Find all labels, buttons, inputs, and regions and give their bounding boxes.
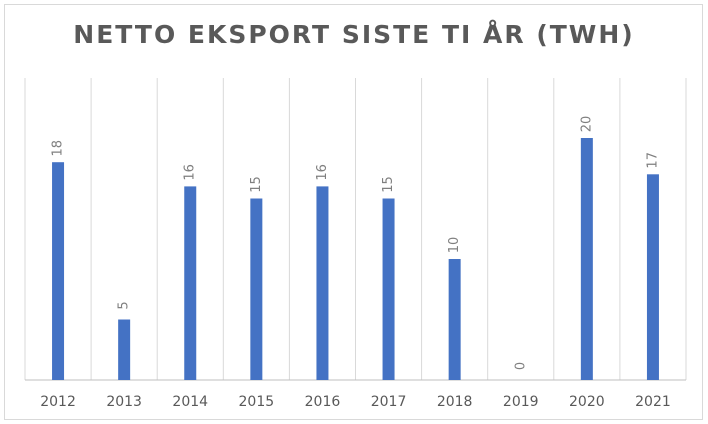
value-label: 18 <box>51 140 66 157</box>
bar <box>184 186 197 380</box>
bar <box>580 138 593 380</box>
value-label: 20 <box>579 116 594 133</box>
x-tick-label: 2016 <box>305 394 341 410</box>
value-label: 10 <box>447 237 462 254</box>
value-label: 0 <box>513 362 528 370</box>
chart-title: NETTO EKSPORT SISTE TI ÅR (TWH) <box>73 20 634 49</box>
x-tick-label: 2019 <box>503 394 539 410</box>
bar <box>250 198 263 380</box>
bar <box>118 319 131 380</box>
x-tick-label: 2012 <box>40 394 76 410</box>
chart-border <box>4 4 703 420</box>
value-label: 15 <box>249 176 264 193</box>
x-tick-label: 2015 <box>239 394 275 410</box>
bar <box>52 162 65 380</box>
x-tick-label: 2021 <box>635 394 671 410</box>
value-label: 16 <box>183 164 198 181</box>
bar <box>448 259 461 380</box>
x-tick-label: 2017 <box>371 394 407 410</box>
bar <box>382 198 395 380</box>
value-label: 17 <box>645 152 660 169</box>
x-tick-label: 2018 <box>437 394 473 410</box>
bar <box>646 174 659 380</box>
x-tick-label: 2020 <box>569 394 605 410</box>
value-label: 15 <box>381 176 396 193</box>
x-tick-label: 2014 <box>172 394 208 410</box>
x-tick-label: 2013 <box>106 394 142 410</box>
bar <box>316 186 329 380</box>
value-label: 16 <box>315 164 330 181</box>
value-label: 5 <box>117 301 132 309</box>
